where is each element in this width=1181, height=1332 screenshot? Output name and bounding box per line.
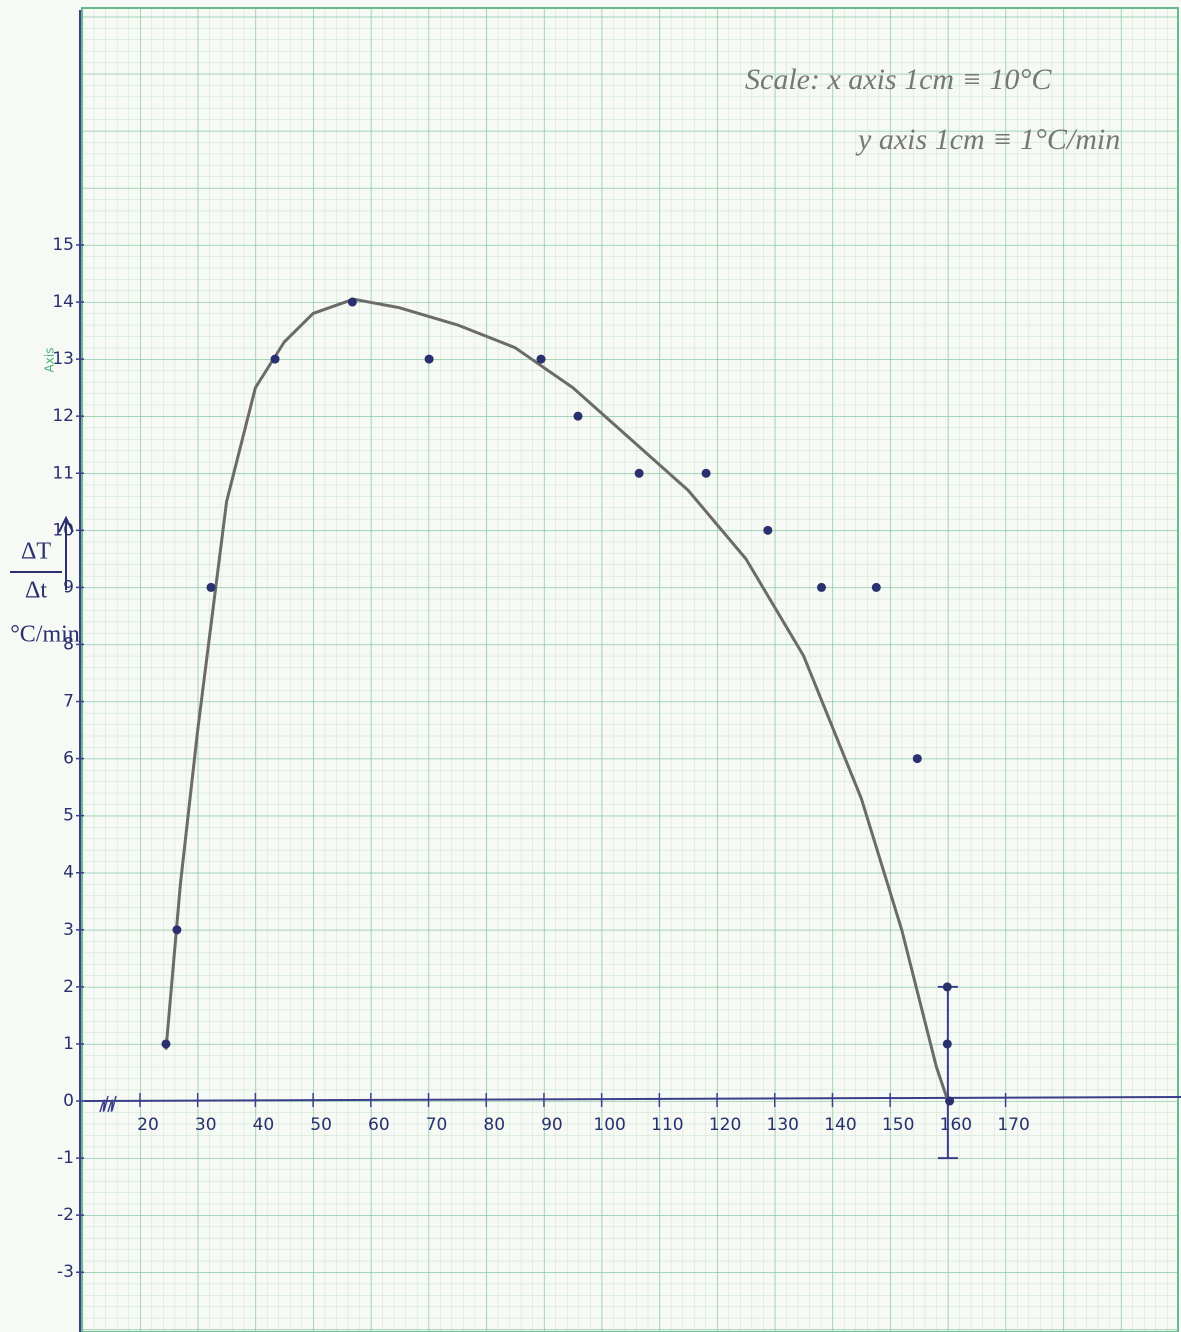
y-tick-label: 7: [63, 692, 74, 712]
data-point: [573, 412, 582, 421]
x-tick-label: 20: [137, 1115, 159, 1135]
x-tick-label: 120: [709, 1115, 741, 1135]
x-tick-label: 110: [651, 1115, 683, 1135]
data-point: [537, 355, 546, 364]
y-tick-label: 5: [63, 806, 74, 826]
x-tick-label: 90: [541, 1115, 563, 1135]
y-tick-label: 8: [63, 634, 74, 654]
x-tick-label: 130: [767, 1115, 799, 1135]
y-tick-label: 6: [63, 749, 74, 769]
data-point: [913, 754, 922, 763]
x-tick-label: 150: [882, 1115, 914, 1135]
x-tick-label: 80: [483, 1115, 505, 1135]
data-point: [161, 1039, 170, 1048]
x-tick-label: 40: [253, 1115, 275, 1135]
y-tick-label: -3: [57, 1262, 74, 1282]
data-point: [635, 469, 644, 478]
y-tick-label: 15: [52, 235, 74, 255]
y-tick-label: 2: [63, 977, 74, 997]
y-tick-label: 10: [52, 520, 74, 540]
x-tick-label: 170: [997, 1115, 1029, 1135]
x-tick-label: 100: [593, 1115, 625, 1135]
y-tick-label: 3: [63, 920, 74, 940]
y-tick-label: 12: [52, 406, 74, 426]
x-tick-label: 50: [310, 1115, 332, 1135]
y-tick-label: 4: [63, 863, 74, 883]
data-point: [206, 583, 215, 592]
y-tick-label: 1: [63, 1034, 74, 1054]
y-tick-label: -1: [57, 1148, 74, 1168]
annotation: Scale: x axis 1cm ≡ 10°C: [745, 63, 1052, 96]
y-tick-label: 0: [63, 1091, 74, 1111]
y-tick-label: 9: [63, 577, 74, 597]
data-point: [817, 583, 826, 592]
x-tick-label: 70: [426, 1115, 448, 1135]
data-point: [348, 298, 357, 307]
chart: Scale: x axis 1cm ≡ 10°C y axis 1cm ≡ 1°…: [0, 0, 1181, 1332]
x-tick-label: 30: [195, 1115, 217, 1135]
data-point: [872, 583, 881, 592]
x-tick-label: 60: [368, 1115, 390, 1135]
data-point: [172, 925, 181, 934]
y-label: Δt: [25, 578, 47, 604]
annotation: y axis 1cm ≡ 1°C/min: [855, 123, 1120, 156]
data-point: [943, 982, 952, 991]
data-point: [945, 1097, 954, 1106]
x-tick-label: 160: [940, 1115, 972, 1135]
data-point: [943, 1039, 952, 1048]
data-point: [271, 355, 280, 364]
y-tick-label: 11: [52, 463, 74, 483]
y-label: ΔT: [21, 539, 51, 565]
data-point: [425, 355, 434, 364]
data-point: [763, 526, 772, 535]
x-tick-label: 140: [824, 1115, 856, 1135]
y-tick-label: 13: [52, 349, 74, 369]
y-tick-label: -2: [57, 1205, 74, 1225]
data-point: [702, 469, 711, 478]
y-tick-label: 14: [52, 292, 74, 312]
